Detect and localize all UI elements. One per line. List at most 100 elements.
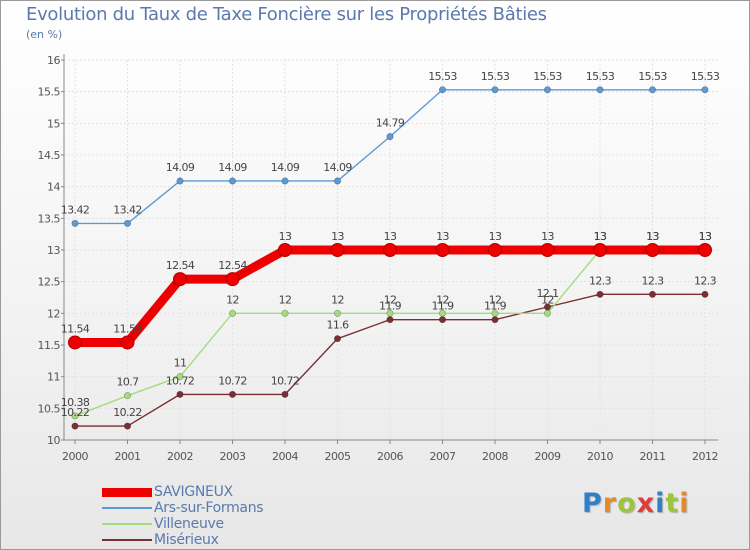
data-label: 13	[541, 230, 554, 243]
data-point	[229, 178, 235, 184]
y-tick-label: 10	[47, 434, 60, 447]
data-label: 14.09	[218, 161, 247, 174]
data-point	[334, 310, 340, 316]
data-label: 13	[436, 230, 449, 243]
data-label: 13	[699, 230, 712, 243]
data-point	[282, 178, 288, 184]
data-label: 12	[489, 293, 502, 306]
data-point	[124, 392, 130, 398]
data-point	[649, 291, 655, 297]
logo-letter: P	[582, 488, 603, 519]
legend-item: Villeneuve	[102, 516, 263, 532]
data-label: 10.7	[116, 376, 139, 389]
data-label: 13	[384, 230, 397, 243]
line-chart: 1010.51111.51212.51313.51414.51515.51620…	[0, 0, 750, 550]
logo-letter: o	[617, 488, 637, 519]
y-tick-label: 11.5	[38, 339, 61, 352]
data-label: 15.53	[481, 70, 510, 83]
data-point	[124, 220, 130, 226]
data-point	[544, 310, 550, 316]
data-label: 15.53	[533, 70, 562, 83]
data-label: 13	[646, 230, 659, 243]
data-point	[177, 178, 183, 184]
x-tick-label: 2009	[535, 450, 561, 463]
logo-letter: r	[603, 488, 617, 519]
x-tick-label: 2006	[377, 450, 403, 463]
data-point	[489, 244, 502, 257]
data-point	[492, 316, 498, 322]
data-label: 15.53	[638, 70, 667, 83]
y-tick-label: 11	[47, 371, 60, 384]
data-label: 14.09	[271, 161, 300, 174]
data-point	[124, 423, 130, 429]
data-point	[384, 244, 397, 257]
legend-swatch	[102, 539, 152, 541]
data-point	[334, 335, 340, 341]
data-label: 13	[594, 230, 607, 243]
data-label: 12	[436, 293, 449, 306]
x-tick-label: 2011	[640, 450, 666, 463]
data-label: 13.42	[113, 203, 142, 216]
y-tick-label: 13.5	[38, 212, 61, 225]
data-point	[69, 336, 82, 349]
x-tick-label: 2007	[430, 450, 456, 463]
y-tick-label: 12	[47, 307, 60, 320]
logo-letter: t	[665, 488, 679, 519]
data-point	[597, 291, 603, 297]
legend-swatch	[102, 488, 152, 497]
data-label: 14.79	[376, 117, 405, 130]
data-point	[279, 244, 292, 257]
legend-swatch	[102, 507, 152, 509]
data-point	[699, 244, 712, 257]
y-tick-label: 10.5	[38, 402, 61, 415]
y-tick-label: 16	[47, 54, 60, 67]
data-label: 12.54	[218, 259, 247, 272]
data-label: 10.72	[166, 374, 195, 387]
data-label: 10.72	[271, 374, 300, 387]
data-label: 13	[489, 230, 502, 243]
x-tick-label: 2004	[272, 450, 298, 463]
y-tick-label: 15	[47, 117, 60, 130]
data-point	[282, 391, 288, 397]
data-label: 15.53	[586, 70, 615, 83]
data-point	[597, 87, 603, 93]
y-tick-label: 14.5	[38, 149, 61, 162]
legend-label: Villeneuve	[154, 516, 224, 532]
proxiti-logo: Proxiti	[582, 488, 690, 519]
data-point	[72, 220, 78, 226]
legend-label: SAVIGNEUX	[154, 484, 233, 500]
data-label: 12.54	[166, 259, 195, 272]
data-point	[646, 244, 659, 257]
data-label: 12	[384, 293, 397, 306]
data-point	[331, 244, 344, 257]
data-label: 13	[331, 230, 344, 243]
data-point	[702, 291, 708, 297]
x-tick-label: 2002	[167, 450, 193, 463]
data-label: 14.09	[166, 161, 195, 174]
y-tick-label: 15.5	[38, 86, 61, 99]
data-point	[544, 87, 550, 93]
data-label: 15.53	[691, 70, 720, 83]
data-point	[334, 178, 340, 184]
data-label: 11.54	[61, 322, 90, 335]
data-point	[177, 391, 183, 397]
legend-item: Ars-sur-Formans	[102, 500, 263, 516]
data-label: 13.42	[61, 203, 90, 216]
data-point	[492, 87, 498, 93]
data-point	[229, 391, 235, 397]
data-point	[439, 316, 445, 322]
data-point	[121, 336, 134, 349]
data-point	[702, 87, 708, 93]
data-point	[174, 273, 187, 286]
x-tick-label: 2005	[325, 450, 351, 463]
data-point	[439, 87, 445, 93]
data-label: 15.53	[428, 70, 457, 83]
data-point	[226, 273, 239, 286]
data-point	[229, 310, 235, 316]
data-label: 12.3	[641, 274, 664, 287]
y-tick-label: 14	[47, 181, 60, 194]
data-label: 14.09	[323, 161, 352, 174]
data-label: 10.38	[61, 396, 90, 409]
data-point	[72, 423, 78, 429]
data-label: 11.54	[113, 322, 142, 335]
